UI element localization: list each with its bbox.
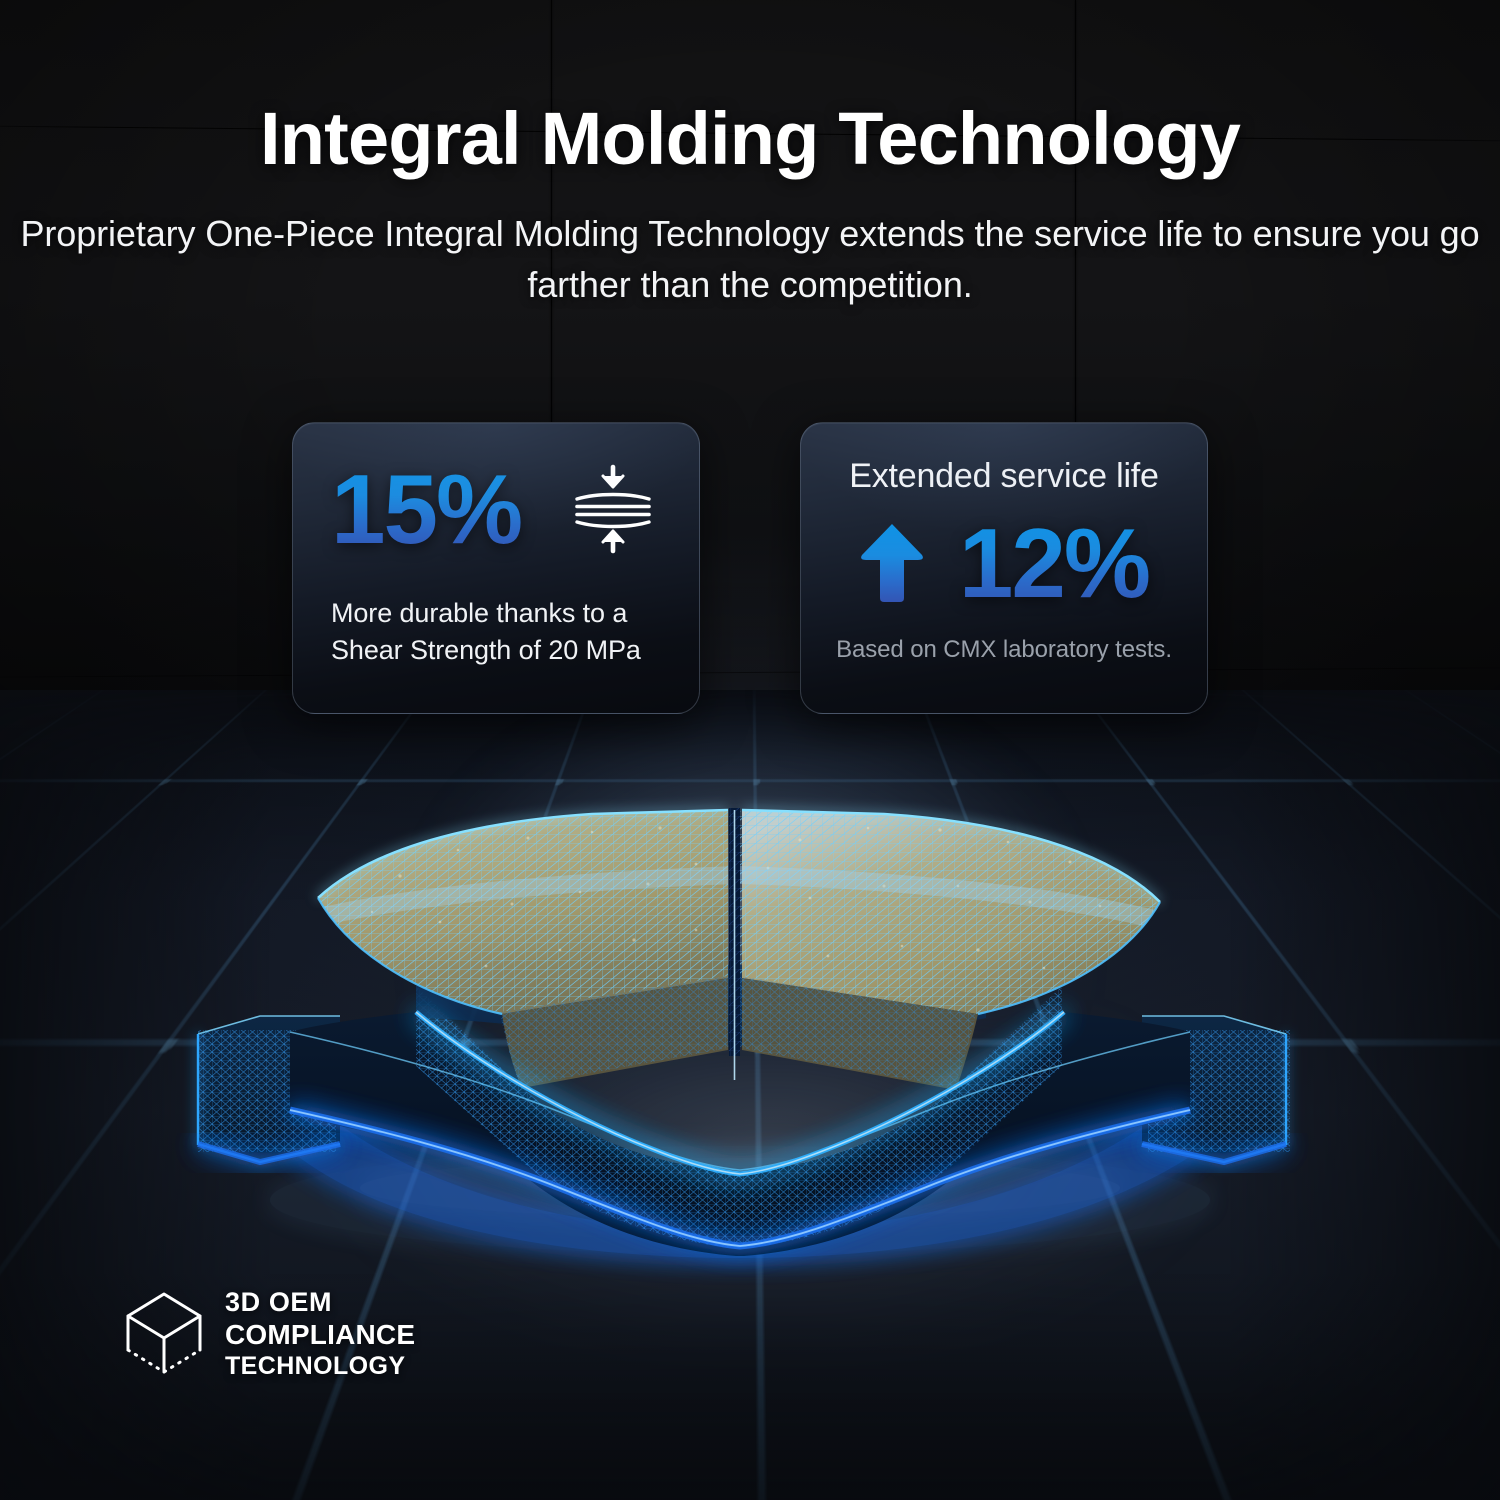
pad-mid-glow-line (414, 1010, 1066, 1177)
service-life-value: 12% (958, 508, 1151, 618)
page-subtitle: Proprietary One-Piece Integral Molding T… (20, 212, 1480, 305)
service-life-heading: Extended service life (849, 457, 1159, 495)
compression-icon (571, 463, 655, 555)
page-title: Integral Molding Technology (259, 97, 1241, 180)
service-life-note: Based on CMX laboratory tests. (836, 636, 1172, 664)
wall-vignette (0, 0, 1500, 760)
stat-cards: 15% More durable thanks to a Shea (0, 422, 1500, 714)
stat-row: 12% (831, 508, 1177, 618)
header: Integral Molding Technology Proprietary … (0, 0, 1500, 310)
logo-text: 3D OEM COMPLIANCE TECHNOLOGY (225, 1289, 415, 1379)
stat-row: 15% (331, 453, 661, 564)
stat-card-service-life[interactable]: Extended service life 12% Bas (800, 422, 1208, 714)
stat-card-durability[interactable]: 15% More durable thanks to a Shea (292, 422, 700, 714)
wireframe-cube-icon (122, 1288, 206, 1380)
pad-bottom-edge-glow (197, 1106, 1287, 1250)
logo-line-3: TECHNOLOGY (225, 1352, 406, 1380)
durability-description: More durable thanks to a Shear Strength … (331, 598, 641, 666)
brake-pad-wireframe-render (140, 780, 1370, 1258)
logo-line-2: COMPLIANCE (225, 1319, 416, 1350)
durability-value: 15% (331, 453, 523, 564)
friction-material-right (740, 808, 1161, 1090)
up-arrow-icon (859, 522, 925, 604)
logo-lockup: 3D OEM COMPLIANCE TECHNOLOGY (122, 1288, 415, 1380)
pad-glow-halo (290, 1080, 1200, 1258)
pad-center-slot (729, 808, 740, 1110)
logo-line-1: 3D OEM (225, 1287, 333, 1317)
